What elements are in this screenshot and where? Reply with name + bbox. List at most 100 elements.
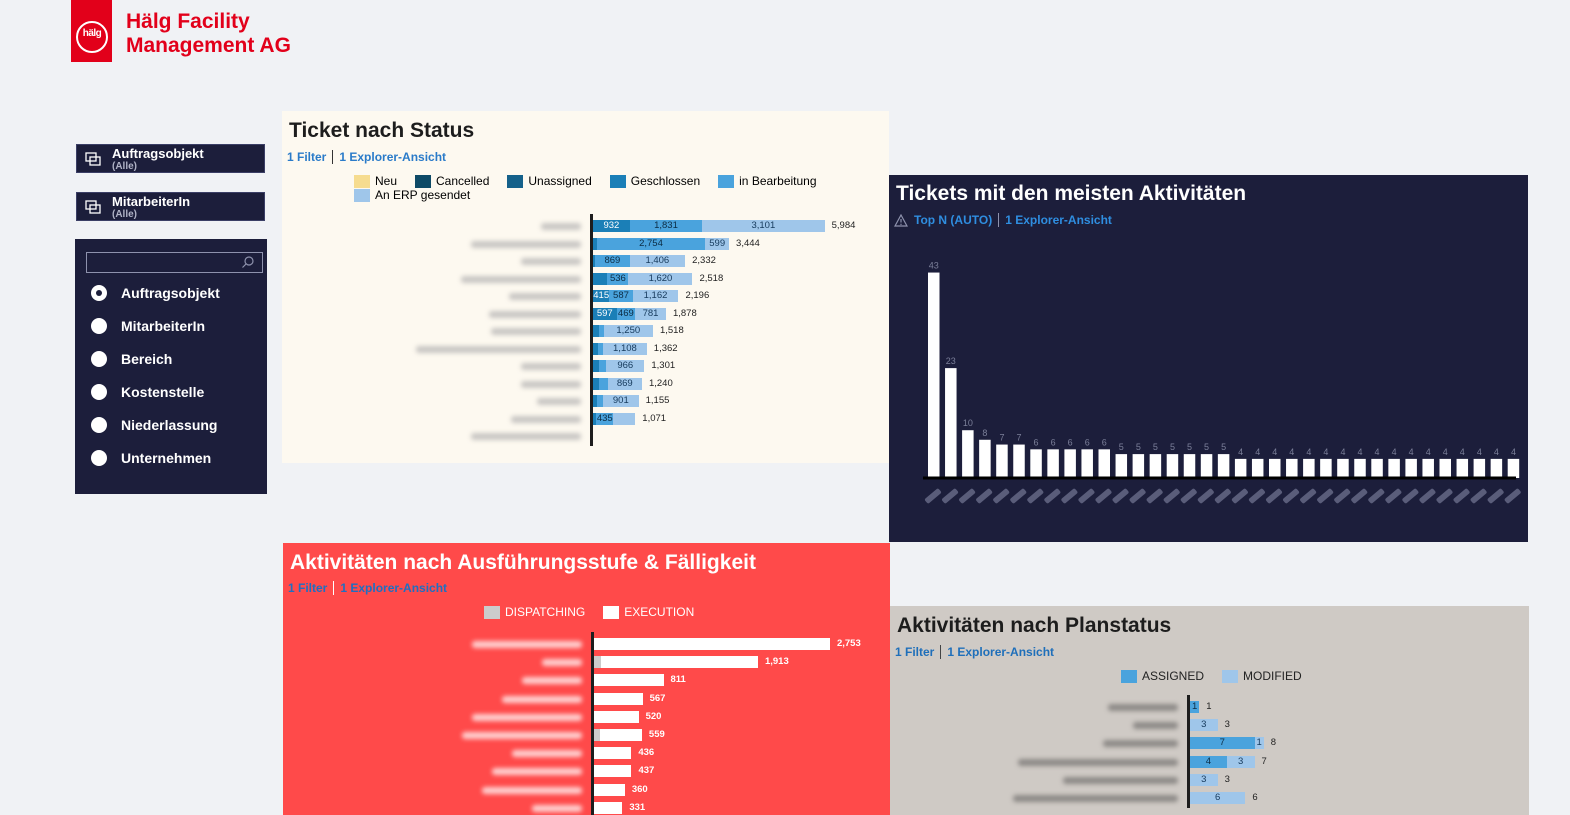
- bar-segment[interactable]: [594, 729, 600, 741]
- bar[interactable]: [1183, 454, 1196, 478]
- bar-segment[interactable]: [594, 674, 664, 687]
- bar[interactable]: [1030, 449, 1042, 478]
- filter-mitarbeiterin[interactable]: MitarbeiterIn (Alle): [76, 192, 265, 221]
- bar-segment[interactable]: [593, 360, 599, 372]
- bar-segment[interactable]: [594, 710, 639, 723]
- bar-segment[interactable]: 1,162: [632, 290, 679, 302]
- explorer-link[interactable]: 1 Explorer-Ansicht: [339, 150, 447, 164]
- filter-link[interactable]: 1 Filter: [895, 645, 935, 659]
- bar-segment[interactable]: 966: [606, 360, 645, 372]
- bar[interactable]: [1303, 458, 1315, 478]
- bar-segment[interactable]: 435: [596, 412, 614, 425]
- bar[interactable]: [1200, 454, 1213, 478]
- explorer-link[interactable]: 1 Explorer-Ansicht: [947, 645, 1055, 659]
- bar[interactable]: [928, 272, 940, 478]
- selector-search-input[interactable]: [86, 252, 263, 273]
- bar-segment[interactable]: [593, 237, 597, 250]
- bar[interactable]: [1217, 454, 1230, 478]
- bar-segment[interactable]: 1,108: [603, 342, 647, 355]
- bar-segment[interactable]: [594, 692, 643, 705]
- bar-segment[interactable]: [594, 801, 623, 814]
- bar-segment[interactable]: 7: [1190, 737, 1255, 750]
- bar[interactable]: [1234, 458, 1247, 478]
- bar-segment[interactable]: [594, 747, 632, 760]
- radio-button[interactable]: [91, 450, 107, 466]
- bar[interactable]: [996, 444, 1008, 478]
- bar-segment[interactable]: [600, 729, 642, 741]
- bar[interactable]: [1354, 458, 1366, 478]
- bar-segment[interactable]: 3: [1226, 755, 1255, 768]
- bar-segment[interactable]: 1,406: [629, 255, 686, 267]
- bar[interactable]: [1047, 449, 1059, 478]
- bar-segment[interactable]: [597, 342, 604, 355]
- bar-segment[interactable]: 599: [705, 237, 730, 250]
- bar-segment[interactable]: [613, 412, 636, 425]
- bar-segment[interactable]: [593, 395, 598, 407]
- bar[interactable]: [1115, 454, 1128, 478]
- selector-option[interactable]: Kostenstelle: [91, 382, 204, 402]
- bar[interactable]: [1337, 458, 1349, 478]
- bar[interactable]: [1473, 458, 1486, 478]
- selector-option[interactable]: Niederlassung: [91, 415, 217, 435]
- bar-segment[interactable]: 469: [616, 307, 636, 320]
- bar[interactable]: [1064, 449, 1076, 478]
- bar[interactable]: [1388, 458, 1400, 478]
- bar-segment[interactable]: 1,620: [628, 272, 693, 285]
- bar-segment[interactable]: 536: [607, 272, 629, 285]
- bar[interactable]: [945, 368, 957, 478]
- bar[interactable]: [979, 439, 991, 478]
- bar-segment[interactable]: 3: [1190, 773, 1218, 786]
- bar[interactable]: [1371, 458, 1383, 478]
- bar-segment[interactable]: [597, 395, 604, 407]
- bar-segment[interactable]: [593, 255, 596, 267]
- bar[interactable]: [1149, 454, 1162, 478]
- bar-segment[interactable]: 901: [603, 395, 639, 407]
- radio-button[interactable]: [91, 384, 107, 400]
- topn-link[interactable]: Top N (AUTO): [914, 213, 993, 227]
- bar-segment[interactable]: 6: [1190, 792, 1246, 804]
- bar[interactable]: [1013, 444, 1025, 478]
- bar-segment[interactable]: [594, 656, 601, 669]
- bar[interactable]: [1132, 454, 1145, 478]
- bar[interactable]: [1456, 458, 1469, 478]
- filter-link[interactable]: 1 Filter: [288, 581, 328, 595]
- bar-segment[interactable]: [598, 360, 607, 372]
- bar[interactable]: [1081, 449, 1093, 478]
- bar-segment[interactable]: [593, 412, 597, 425]
- bar-segment[interactable]: [594, 638, 830, 650]
- bar[interactable]: [962, 430, 974, 478]
- selector-option[interactable]: MitarbeiterIn: [91, 316, 205, 336]
- selector-option[interactable]: Unternehmen: [91, 448, 211, 468]
- bar[interactable]: [1166, 454, 1179, 478]
- bar[interactable]: [1439, 458, 1452, 478]
- filter-link[interactable]: 1 Filter: [287, 150, 327, 164]
- bar[interactable]: [1251, 458, 1264, 478]
- bar-segment[interactable]: [593, 377, 600, 390]
- bar-segment[interactable]: [594, 765, 632, 778]
- bar-segment[interactable]: [594, 783, 625, 796]
- bar-segment[interactable]: 1,250: [603, 325, 653, 337]
- bar-segment[interactable]: 869: [595, 255, 630, 267]
- bar-segment[interactable]: [600, 656, 758, 669]
- explorer-link[interactable]: 1 Explorer-Ansicht: [340, 581, 448, 595]
- radio-button[interactable]: [91, 318, 107, 334]
- bar-segment[interactable]: 1: [1190, 701, 1200, 713]
- bar[interactable]: [1507, 458, 1520, 478]
- bar-segment[interactable]: [598, 325, 604, 337]
- bar-segment[interactable]: 1: [1254, 737, 1264, 750]
- bar-segment[interactable]: 869: [607, 377, 642, 390]
- bar[interactable]: [1098, 449, 1111, 478]
- bar-segment[interactable]: 587: [609, 290, 633, 302]
- bar-segment[interactable]: [599, 377, 608, 390]
- bar-segment[interactable]: 3,101: [702, 220, 825, 232]
- bar-segment[interactable]: 2,754: [596, 237, 706, 250]
- bar-segment[interactable]: [593, 272, 608, 285]
- radio-button[interactable]: [91, 285, 107, 301]
- bar-segment[interactable]: 781: [635, 307, 666, 320]
- bar[interactable]: [1286, 458, 1298, 478]
- bar-segment[interactable]: 4: [1190, 755, 1227, 768]
- bar-segment[interactable]: [593, 342, 598, 355]
- bar[interactable]: [1405, 458, 1417, 478]
- bar[interactable]: [1320, 458, 1332, 478]
- bar-segment[interactable]: 597: [593, 307, 617, 320]
